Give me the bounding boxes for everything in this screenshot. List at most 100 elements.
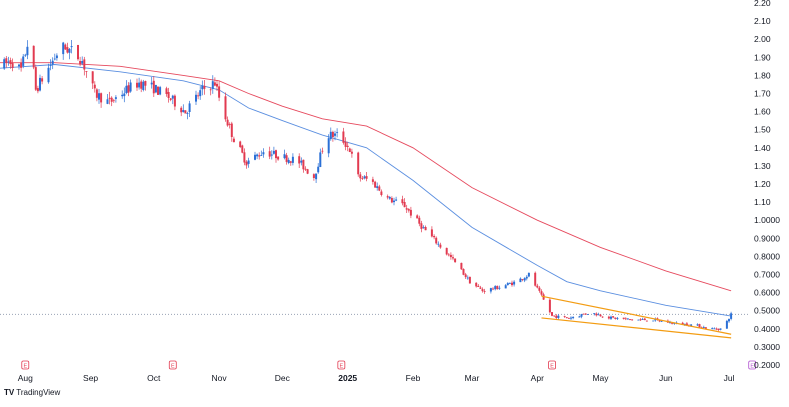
candle-body: [449, 254, 452, 258]
x-tick-label: Oct: [147, 373, 161, 383]
candle-body: [645, 320, 648, 322]
candle-body: [254, 154, 256, 160]
tradingview-brand[interactable]: TV TradingView: [4, 388, 60, 397]
candle-body: [331, 131, 334, 137]
candle-body: [508, 283, 511, 284]
x-tick-label: 2025: [338, 373, 357, 383]
candle-body: [715, 328, 718, 330]
candle-body: [698, 324, 701, 328]
candle-body: [363, 176, 366, 179]
candle-body: [70, 46, 73, 48]
wedge-upper-line: [541, 295, 732, 335]
event-marker[interactable]: E: [168, 360, 177, 370]
candle-body: [494, 286, 497, 290]
candle-body: [405, 208, 408, 210]
candle-body: [622, 317, 625, 319]
candle-body: [167, 92, 170, 98]
candle-body: [359, 174, 362, 179]
candle-body: [582, 313, 585, 315]
candle-body: [506, 283, 509, 286]
candle-body: [498, 287, 501, 289]
candle-body: [36, 88, 39, 92]
y-tick-label: 0.3000: [754, 342, 780, 352]
candle-body: [652, 320, 655, 322]
candle-body: [81, 61, 84, 64]
candle-body: [599, 314, 602, 317]
candle-body: [580, 314, 583, 317]
candle-body: [197, 95, 200, 97]
candle-body: [26, 46, 29, 56]
candle-body: [454, 258, 457, 263]
candle-body: [211, 81, 214, 89]
candle-body: [390, 198, 393, 203]
candle-body: [395, 199, 398, 201]
event-label: E: [550, 364, 554, 370]
candle-body: [612, 316, 615, 318]
candle-body: [713, 328, 716, 330]
candle-body: [127, 85, 130, 93]
candle-body: [106, 99, 109, 104]
candle-body: [100, 93, 103, 103]
y-axis[interactable]: 2.20 2.10 2.00 1.90 1.80 1.70 1.60 1.50 1.40 1.30…: [754, 0, 780, 370]
candle-body: [277, 156, 280, 160]
event-marker[interactable]: E: [548, 360, 556, 370]
candle-body: [136, 82, 138, 88]
candle-body: [125, 85, 128, 93]
y-tick-label: 0.7000: [754, 270, 780, 280]
event-badge: [337, 360, 346, 370]
candle-body: [321, 150, 324, 152]
candle-body: [138, 82, 141, 88]
candle-body: [595, 313, 598, 316]
candle-body: [256, 154, 259, 157]
y-tick-label: 1.10: [754, 197, 771, 207]
candle-body: [538, 287, 541, 291]
candle-body: [184, 110, 187, 114]
event-label: E: [23, 364, 27, 370]
candle-body: [641, 319, 644, 320]
y-tick-label: 0.9000: [754, 233, 780, 243]
falling-wedge: [541, 295, 732, 339]
candle-body: [711, 328, 714, 329]
candle-body: [291, 156, 294, 163]
candle-body: [447, 254, 450, 256]
candle-body: [553, 315, 556, 317]
candle-body: [540, 291, 543, 295]
candle-body: [374, 181, 377, 188]
candle-body: [180, 107, 183, 113]
y-tick-label: 0.4000: [754, 324, 780, 334]
x-axis[interactable]: Aug Sep Oct Nov Dec 2025 Feb Mar Apr May Jun Jul: [18, 373, 735, 383]
candle-body: [260, 155, 263, 156]
candle-body: [401, 199, 404, 204]
x-tick-label: Dec: [275, 373, 291, 383]
candle-body: [241, 145, 244, 153]
candle-body: [336, 132, 339, 133]
candle-body: [563, 316, 566, 317]
candle-body: [626, 318, 629, 320]
event-marker[interactable]: E: [337, 360, 346, 370]
candle-body: [173, 95, 176, 107]
candle-body: [378, 186, 381, 191]
moving-average-slow-line: [0, 62, 732, 292]
candle-body: [730, 313, 733, 319]
candle-body: [481, 289, 484, 292]
y-tick-label: 1.70: [754, 89, 771, 99]
event-marker[interactable]: E: [748, 360, 757, 370]
candle-body: [327, 138, 330, 154]
event-marker[interactable]: E: [21, 360, 30, 370]
candle-body: [85, 71, 88, 72]
candle-body: [306, 169, 309, 174]
candle-body: [287, 159, 290, 163]
event-label: E: [171, 364, 175, 370]
candle-body: [357, 152, 360, 175]
candle-body: [285, 155, 288, 162]
candle-body: [416, 215, 419, 219]
y-tick-label: 1.30: [754, 161, 771, 171]
candle-body: [275, 150, 277, 159]
candle-body: [348, 148, 351, 152]
candle-body: [565, 317, 568, 318]
candle-body: [95, 89, 98, 98]
y-tick-label: 1.50: [754, 125, 771, 135]
candle-body: [671, 322, 674, 324]
